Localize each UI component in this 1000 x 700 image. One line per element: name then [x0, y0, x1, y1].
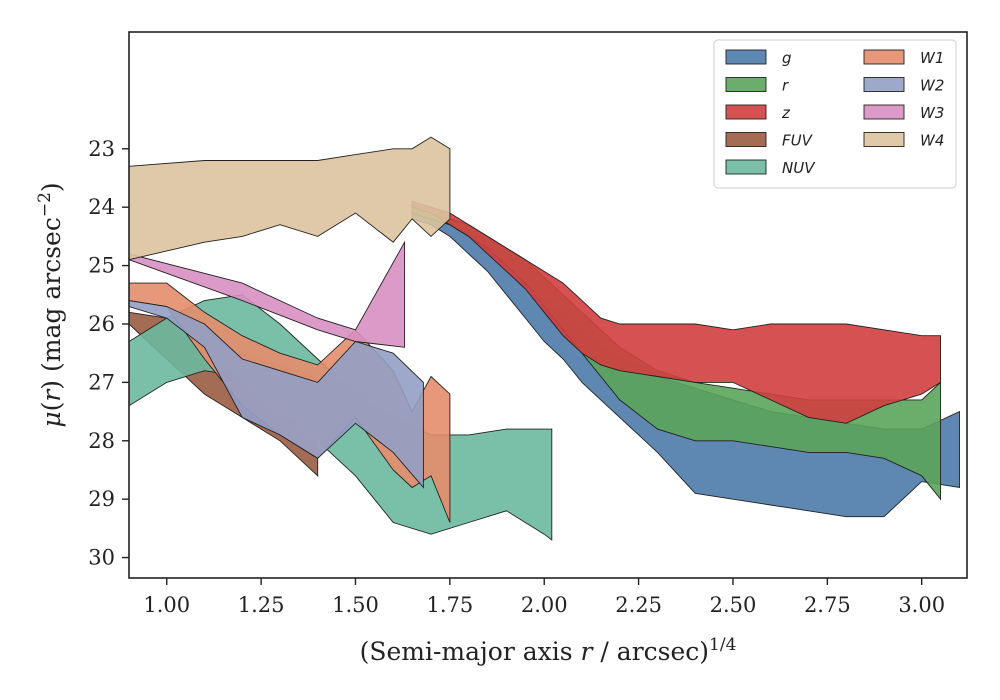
series-areas [128, 136, 960, 541]
legend-swatch-z [725, 104, 767, 120]
x-tick-label: 1.75 [426, 593, 473, 617]
x-axis-ticks: 1.00 1.25 1.50 1.75 2.00 2.25 2.50 2.75 3.00 [143, 578, 945, 617]
x-tick-label: 1.25 [238, 593, 285, 617]
legend-label-fuv: FUV [782, 132, 814, 150]
legend-swatch-w1 [863, 49, 905, 65]
legend-label-z: z [781, 104, 791, 122]
x-tick-label: 2.75 [804, 593, 851, 617]
legend-swatch-w2 [863, 77, 905, 92]
legend-label-w1: W1 [920, 49, 944, 67]
x-tick-label: 2.00 [521, 593, 568, 617]
legend: grz FUV NUV W1 W2 W3 W4 [713, 39, 957, 189]
y-axis-ticks: 23 24 25 26 27 28 29 30 [88, 137, 129, 570]
legend-swatch-nuv [725, 159, 767, 175]
y-tick-label: 28 [88, 429, 115, 453]
legend-label-w2: W2 [920, 77, 944, 95]
legend-label-nuv: NUV [782, 159, 816, 177]
legend-swatch-w4 [863, 132, 905, 147]
y-axis-label: μ(r) (mag arcsec−2) [35, 182, 66, 427]
legend-swatch-r [725, 77, 767, 92]
legend-label-w4: W4 [920, 132, 944, 150]
legend-swatch-fuv [725, 132, 767, 147]
legend-label-r: r [782, 77, 789, 95]
legend-swatch-w3 [863, 104, 905, 120]
legend-label-w3: W3 [920, 104, 944, 122]
x-tick-label: 1.50 [332, 593, 379, 617]
y-tick-label: 30 [88, 546, 115, 570]
x-tick-label: 2.50 [710, 593, 757, 617]
area-w4 [128, 136, 451, 261]
legend-box [713, 39, 957, 189]
legend-swatch-g [725, 49, 767, 65]
area-w3 [128, 240, 406, 348]
y-tick-label: 26 [88, 312, 115, 336]
y-tick-label: 24 [88, 195, 115, 219]
area-w2 [128, 300, 424, 489]
plot-frame [128, 31, 968, 579]
x-tick-label: 3.00 [898, 593, 945, 617]
x-tick-label: 2.25 [615, 593, 662, 617]
legend-label-g: g [782, 49, 792, 67]
x-axis-label: (Semi-major axis r / arcsec)1/4 [360, 635, 737, 666]
x-tick-label: 1.00 [143, 593, 190, 617]
y-tick-label: 25 [88, 254, 115, 278]
y-tick-label: 27 [88, 370, 115, 394]
y-tick-label: 23 [88, 137, 115, 161]
area-z [411, 200, 942, 424]
y-tick-label: 29 [88, 487, 115, 511]
